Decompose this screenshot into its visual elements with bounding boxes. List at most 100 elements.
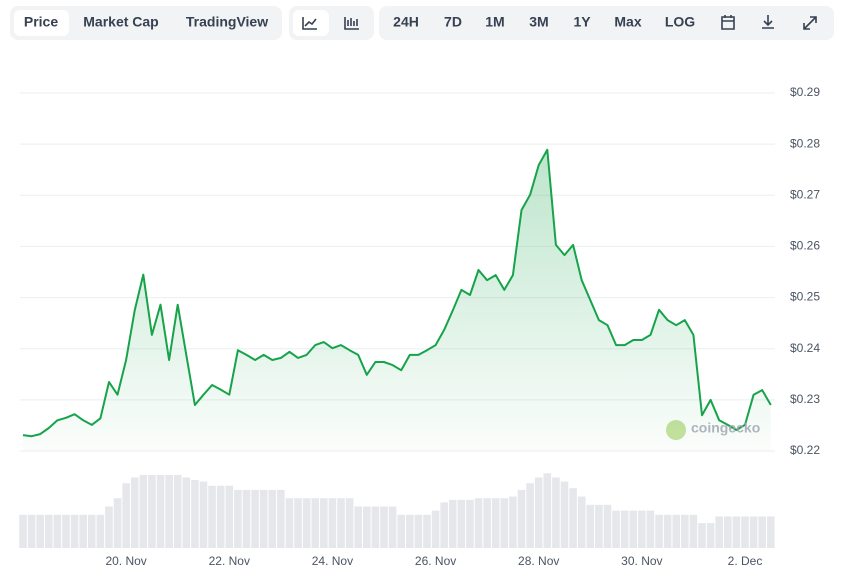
line-icon[interactable] <box>302 17 317 30</box>
volume-bar <box>191 479 199 548</box>
volume-bar <box>79 514 87 548</box>
volume-bar <box>543 473 552 548</box>
volume-bar <box>715 516 724 548</box>
volume-bar <box>681 514 689 548</box>
volume-bar <box>766 516 775 548</box>
volume-bar <box>698 523 706 548</box>
y-tick-label: $0.28 <box>790 136 820 150</box>
volume-bar <box>457 499 466 548</box>
volume-bar <box>208 485 216 548</box>
volume-bar <box>371 506 380 548</box>
volume-bar <box>706 523 715 548</box>
volume-bar <box>655 514 663 548</box>
volume-bar <box>285 498 294 548</box>
volume-bar <box>414 514 423 548</box>
volume-bar <box>165 474 173 548</box>
volume-bar <box>148 474 156 548</box>
tab[interactable]: Price <box>24 14 58 30</box>
volume-bar <box>328 498 337 548</box>
volume-bar <box>225 485 234 548</box>
volume-bar <box>268 489 277 548</box>
volume-bar <box>595 504 603 548</box>
candle-icon[interactable] <box>344 17 359 30</box>
volume-bar <box>87 514 96 548</box>
range[interactable]: Max <box>614 14 641 30</box>
volume-bar <box>388 506 397 548</box>
volume-bar <box>363 506 371 548</box>
x-tick-label: 2. Dec <box>728 554 763 568</box>
volume-bar <box>638 510 646 548</box>
volume-bar <box>732 516 741 548</box>
volume-bar <box>242 489 251 548</box>
x-tick-label: 20. Nov <box>105 554 146 568</box>
x-tick-label: 24. Nov <box>312 554 353 568</box>
volume-bar <box>199 481 208 548</box>
volume-bar <box>552 477 560 548</box>
tab[interactable]: Market Cap <box>83 14 158 30</box>
volume-bar <box>612 510 620 548</box>
volume-bar <box>354 506 363 548</box>
volume-bar <box>294 498 302 548</box>
volume-bar <box>62 514 70 548</box>
volume-bar <box>534 477 543 548</box>
volume-bar <box>320 498 328 548</box>
calendar-icon[interactable] <box>721 15 735 30</box>
x-tick-label: 28. Nov <box>518 554 559 568</box>
volume-bar <box>397 514 405 548</box>
volume-bar <box>113 498 122 548</box>
volume-bar <box>70 514 79 548</box>
volume-bar <box>663 514 672 548</box>
volume-bar <box>749 516 758 548</box>
volume-bar <box>646 510 655 548</box>
volume-bar <box>345 498 354 548</box>
volume-bar <box>560 481 569 548</box>
range[interactable]: LOG <box>665 14 695 30</box>
volume-bar <box>509 496 517 548</box>
watermark: coingecko <box>691 420 760 436</box>
volume-bar <box>405 514 414 548</box>
range[interactable]: 1Y <box>573 14 591 30</box>
volume-bar <box>259 489 268 548</box>
view-group <box>10 6 282 40</box>
range[interactable]: 24H <box>393 14 419 30</box>
volume-bar <box>234 489 242 548</box>
area <box>23 149 771 452</box>
volume-bar <box>620 510 629 548</box>
y-tick-label: $0.27 <box>790 187 820 201</box>
x-tick-label: 30. Nov <box>621 554 662 568</box>
volume-bar <box>139 474 148 548</box>
volume-bar <box>182 477 191 548</box>
volume-bar <box>96 514 105 548</box>
volume-bar <box>491 498 500 548</box>
volume-bar <box>577 496 586 548</box>
volume-bar <box>105 506 113 548</box>
selected-tab <box>14 10 69 36</box>
volume-bar <box>251 489 259 548</box>
price-line <box>22 148 772 438</box>
volume-bar <box>302 498 311 548</box>
volume-bar <box>629 510 638 548</box>
volume-bar <box>44 514 53 548</box>
y-tick-label: $0.22 <box>790 443 820 457</box>
tab[interactable]: TradingView <box>186 14 268 30</box>
volume-bar <box>277 489 285 548</box>
volume-bar <box>586 504 595 548</box>
volume-bar <box>448 499 457 548</box>
volume-bar <box>36 514 44 548</box>
range[interactable]: 7D <box>444 14 462 30</box>
range[interactable]: 1M <box>485 14 504 30</box>
expand-icon[interactable] <box>803 16 817 30</box>
volume-bar <box>431 510 440 548</box>
volume-bar <box>423 514 431 548</box>
volume-bar <box>474 498 483 548</box>
volume-bar <box>724 516 732 548</box>
download-icon[interactable] <box>762 15 774 29</box>
y-tick-label: $0.23 <box>790 392 820 406</box>
y-tick-label: $0.26 <box>790 239 820 253</box>
volume-bar <box>517 489 526 548</box>
volume-bar <box>380 506 388 548</box>
volume-bar <box>741 516 749 548</box>
range[interactable]: 3M <box>529 14 548 30</box>
y-tick-label: $0.24 <box>790 341 820 355</box>
